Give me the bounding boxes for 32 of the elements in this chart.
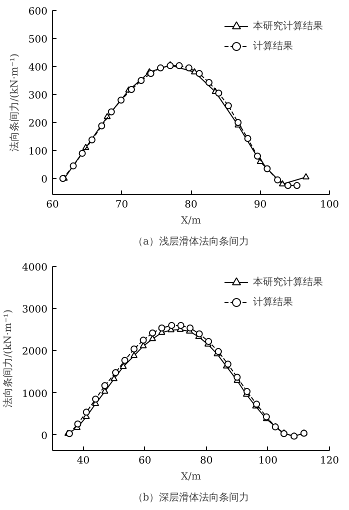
y-axis-title: 法向条间力/(kN·m⁻¹) — [8, 53, 20, 152]
x-tick-label: 90 — [254, 200, 267, 210]
x-axis-title: X/m — [181, 472, 202, 482]
y-tick-label: 300 — [28, 90, 48, 102]
y-tick-label: 2000 — [22, 346, 48, 358]
legend-label: 本研究计算结果 — [253, 276, 323, 289]
y-tick-label: 400 — [28, 62, 48, 74]
x-tick-label: 80 — [184, 200, 198, 210]
x-axis-title: X/m — [181, 216, 202, 226]
x-tick-label: 70 — [115, 200, 128, 210]
y-tick-label: 4000 — [22, 262, 48, 274]
x-tick-label: 60 — [46, 200, 59, 210]
y-tick-label: 0 — [41, 174, 48, 186]
x-tick-label: 100 — [320, 200, 340, 210]
y-tick-label: 1000 — [22, 388, 48, 400]
x-tick-label: 120 — [320, 456, 340, 466]
y-tick-label: 0 — [41, 430, 48, 442]
text: （b）深层滑体法向条间力 — [132, 492, 250, 504]
legend-label: 本研究计算结果 — [253, 20, 323, 33]
y-tick-label: 3000 — [22, 304, 48, 316]
y-tick-label: 500 — [28, 34, 48, 46]
legend-label: 计算结果 — [253, 296, 293, 309]
x-tick-label: 80 — [200, 456, 213, 466]
y-tick-label: 200 — [28, 118, 48, 130]
legend-label: 计算结果 — [253, 40, 293, 53]
x-tick-label: 100 — [258, 456, 278, 466]
text: （a）浅层滑体法向条间力 — [133, 236, 249, 248]
x-tick-label: 60 — [138, 456, 152, 466]
y-axis-title: 法向条间力/(kN·m⁻¹) — [2, 309, 14, 408]
x-tick-label: 40 — [76, 456, 90, 466]
y-tick-label: 100 — [28, 146, 48, 158]
y-tick-label: 600 — [28, 6, 48, 18]
